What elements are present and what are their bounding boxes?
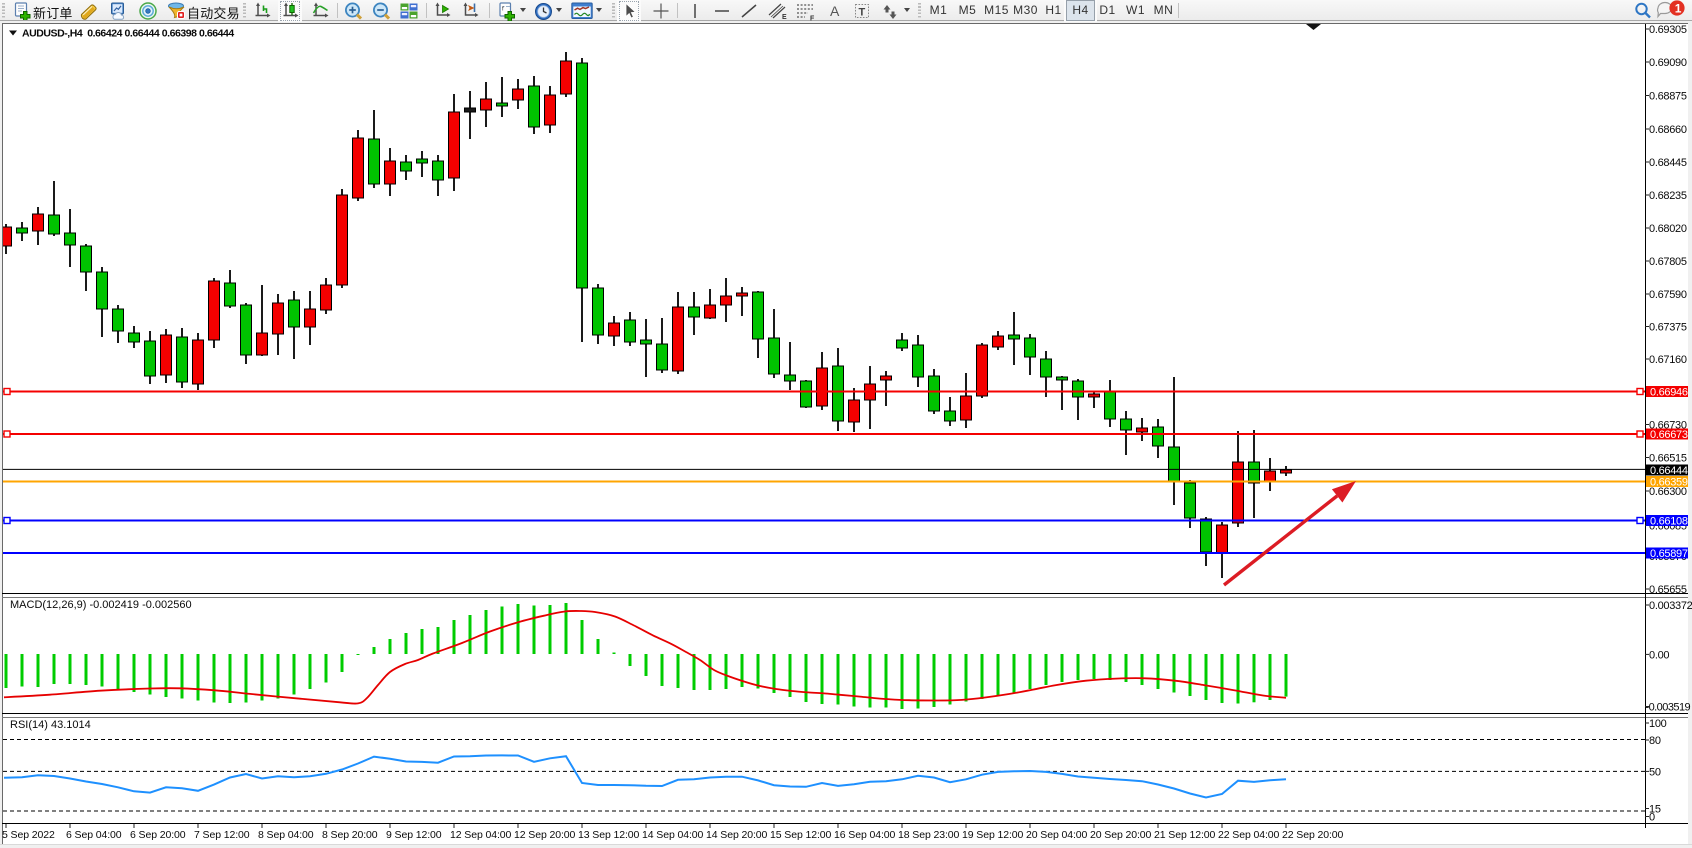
svg-text:18 Sep 23:00: 18 Sep 23:00 <box>898 829 960 841</box>
svg-text:A: A <box>830 3 840 19</box>
svg-text:0.65897: 0.65897 <box>1650 548 1688 560</box>
svg-text:0.68875: 0.68875 <box>1649 91 1687 103</box>
svg-text:RSI(14) 43.1014: RSI(14) 43.1014 <box>10 719 91 731</box>
svg-text:8 Sep 20:00: 8 Sep 20:00 <box>322 829 378 841</box>
svg-text:6 Sep 20:00: 6 Sep 20:00 <box>130 829 186 841</box>
svg-text:0.66359: 0.66359 <box>1650 477 1688 489</box>
svg-text:22 Sep 20:00: 22 Sep 20:00 <box>1282 829 1344 841</box>
svg-text:12 Sep 04:00: 12 Sep 04:00 <box>450 829 512 841</box>
svg-text:f: f <box>502 7 504 13</box>
svg-text:0.68235: 0.68235 <box>1649 190 1687 202</box>
svg-text:0.67160: 0.67160 <box>1649 354 1687 366</box>
svg-text:1: 1 <box>1675 1 1682 15</box>
svg-text:0.68445: 0.68445 <box>1649 157 1687 169</box>
svg-text:0.65655: 0.65655 <box>1649 584 1687 596</box>
svg-text:MACD(12,26,9) -0.002419 -0.002: MACD(12,26,9) -0.002419 -0.002560 <box>10 599 192 611</box>
svg-text:20 Sep 20:00: 20 Sep 20:00 <box>1090 829 1152 841</box>
svg-text:-0.003519: -0.003519 <box>1646 702 1691 714</box>
svg-text:0.66444: 0.66444 <box>1650 465 1688 477</box>
svg-text:15: 15 <box>1649 804 1661 816</box>
svg-text:0.66515: 0.66515 <box>1649 453 1687 465</box>
svg-text:0.68020: 0.68020 <box>1649 223 1687 235</box>
svg-text:15 Sep 12:00: 15 Sep 12:00 <box>770 829 832 841</box>
svg-text:14 Sep 04:00: 14 Sep 04:00 <box>642 829 704 841</box>
svg-text:5 Sep 2022: 5 Sep 2022 <box>2 829 55 841</box>
svg-text:0.67590: 0.67590 <box>1649 289 1687 301</box>
svg-text:0.67805: 0.67805 <box>1649 256 1687 268</box>
svg-text:13 Sep 12:00: 13 Sep 12:00 <box>578 829 640 841</box>
svg-text:T: T <box>859 7 866 19</box>
svg-text:F: F <box>810 16 815 22</box>
svg-text:0: 0 <box>1649 812 1655 824</box>
svg-text:AUDUSD-,H4 0.66424 0.66444 0.: AUDUSD-,H4 0.66424 0.66444 0.66398 0.664… <box>22 28 234 40</box>
svg-text:0.66946: 0.66946 <box>1650 387 1688 399</box>
svg-text:50: 50 <box>1649 766 1661 778</box>
svg-text:6 Sep 04:00: 6 Sep 04:00 <box>66 829 122 841</box>
svg-text:22 Sep 04:00: 22 Sep 04:00 <box>1218 829 1280 841</box>
svg-text:100: 100 <box>1649 718 1667 730</box>
svg-text:0.66300: 0.66300 <box>1649 486 1687 498</box>
svg-text:0.00: 0.00 <box>1649 649 1669 661</box>
svg-text:0.67375: 0.67375 <box>1649 322 1687 334</box>
svg-text:0.66108: 0.66108 <box>1650 516 1688 528</box>
svg-text:21 Sep 12:00: 21 Sep 12:00 <box>1154 829 1216 841</box>
svg-text:0.68660: 0.68660 <box>1649 124 1687 136</box>
svg-text:9 Sep 12:00: 9 Sep 12:00 <box>386 829 442 841</box>
svg-text:0.69305: 0.69305 <box>1649 24 1687 36</box>
svg-text:20 Sep 04:00: 20 Sep 04:00 <box>1026 829 1088 841</box>
svg-text:19 Sep 12:00: 19 Sep 12:00 <box>962 829 1024 841</box>
svg-text:80: 80 <box>1649 735 1661 747</box>
svg-text:7 Sep 12:00: 7 Sep 12:00 <box>194 829 250 841</box>
svg-text:0.66673: 0.66673 <box>1650 429 1688 441</box>
svg-text:E: E <box>782 14 787 21</box>
svg-text:0.003372: 0.003372 <box>1649 600 1692 612</box>
svg-text:12 Sep 20:00: 12 Sep 20:00 <box>514 829 576 841</box>
svg-text:14 Sep 20:00: 14 Sep 20:00 <box>706 829 768 841</box>
svg-text:0.69090: 0.69090 <box>1649 57 1687 69</box>
svg-text:8 Sep 04:00: 8 Sep 04:00 <box>258 829 314 841</box>
svg-text:16 Sep 04:00: 16 Sep 04:00 <box>834 829 896 841</box>
